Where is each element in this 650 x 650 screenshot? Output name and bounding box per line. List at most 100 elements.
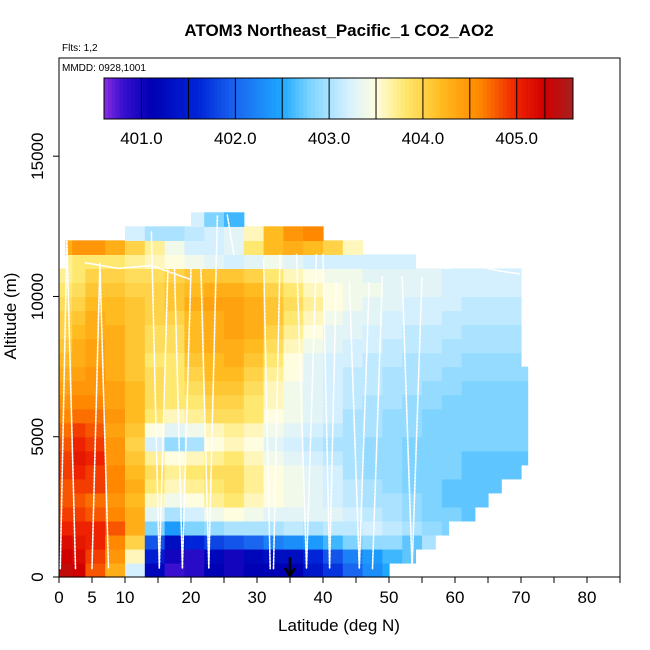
- y-axis-label: Altitude (m): [1, 273, 20, 360]
- heatmap-cell: [224, 478, 245, 494]
- heatmap-cell: [125, 226, 146, 241]
- heatmap-cell: [72, 394, 86, 410]
- heatmap-cell: [362, 478, 383, 494]
- heatmap-cell: [283, 394, 304, 410]
- heatmap-cell: [422, 478, 443, 494]
- heatmap-cell: [342, 324, 364, 340]
- heatmap-cell: [303, 240, 324, 255]
- heatmap-cell: [144, 534, 166, 550]
- heatmap-cell: [72, 478, 86, 494]
- colorbar-segment: [424, 78, 429, 119]
- heatmap-cell: [144, 324, 166, 340]
- heatmap-cell: [441, 296, 463, 312]
- x-axis-label: Latitude (deg N): [278, 616, 400, 635]
- heatmap-cell: [125, 282, 146, 298]
- heatmap-cell: [323, 562, 344, 578]
- heatmap-cell: [323, 240, 344, 255]
- colorbar-segment: [256, 78, 261, 119]
- colorbar-segment: [205, 78, 211, 119]
- heatmap-cell: [382, 422, 403, 438]
- colorbar-segment: [447, 78, 453, 119]
- heatmap-cell: [362, 366, 383, 382]
- colorbar-segment: [221, 78, 226, 119]
- heatmap-cell: [224, 282, 245, 298]
- heatmap-cell: [184, 478, 205, 494]
- heatmap-cell: [303, 226, 324, 241]
- heatmap-cell: [342, 436, 364, 452]
- heatmap-cell: [342, 408, 364, 424]
- heatmap-cell: [441, 478, 463, 494]
- colorbar-segment: [490, 78, 496, 119]
- heatmap-cell: [85, 492, 106, 508]
- heatmap-cell: [342, 450, 364, 466]
- heatmap-cell: [72, 464, 86, 480]
- heatmap-cell: [263, 422, 284, 438]
- heatmap-cell: [204, 422, 225, 438]
- heatmap-cell: [85, 562, 106, 578]
- colorbar-segment: [408, 78, 414, 119]
- heatmap-cell: [402, 422, 423, 438]
- heatmap-cell: [105, 548, 126, 564]
- heatmap-cell: [85, 352, 106, 368]
- heatmap-cell: [481, 394, 502, 410]
- heatmap-cell: [461, 492, 482, 508]
- heatmap-cell: [402, 366, 423, 382]
- colorbar-segment: [146, 78, 152, 119]
- heatmap-cell: [105, 520, 126, 536]
- heatmap-cell: [125, 464, 146, 480]
- heatmap-cell: [402, 548, 416, 564]
- heatmap-cell: [303, 394, 324, 410]
- heatmap-cell: [342, 422, 364, 438]
- heatmap-cell: [362, 422, 383, 438]
- heatmap-cell: [243, 450, 265, 466]
- heatmap-cell: [184, 338, 205, 354]
- heatmap-cell: [441, 492, 463, 508]
- heatmap-cell: [501, 366, 522, 382]
- colorbar-tick-label: 405.0: [495, 129, 538, 148]
- heatmap-cell: [382, 464, 403, 480]
- heatmap-cell: [72, 296, 86, 312]
- colorbar-tick-label: 403.0: [308, 129, 351, 148]
- heatmap-cell: [441, 422, 463, 438]
- colorbar-segment: [111, 78, 117, 119]
- heatmap-cell: [85, 366, 106, 382]
- heatmap-cell: [72, 380, 86, 396]
- y-tick-label: 5000: [28, 418, 47, 456]
- heatmap-cell: [65, 254, 73, 270]
- colorbar-segment: [397, 78, 402, 119]
- heatmap-cell: [382, 450, 403, 466]
- heatmap-cell: [481, 366, 502, 382]
- heatmap-cell: [303, 282, 324, 298]
- heatmap-cell: [263, 338, 284, 354]
- heatmap-cell: [224, 422, 245, 438]
- heatmap-cell: [72, 338, 86, 354]
- heatmap-cell: [481, 422, 502, 438]
- heatmap-cell: [144, 520, 166, 536]
- heatmap-cell: [243, 548, 265, 564]
- heatmap-cell: [144, 296, 166, 312]
- heatmap-cell: [362, 408, 383, 424]
- heatmap-cell: [461, 408, 482, 424]
- heatmap-cell: [382, 352, 403, 368]
- heatmap-cell: [422, 394, 443, 410]
- heatmap-cell: [461, 282, 482, 298]
- heatmap-cell: [224, 324, 245, 340]
- heatmap-cell: [263, 394, 284, 410]
- heatmap-cell: [204, 464, 225, 480]
- heatmap-cell: [461, 436, 482, 452]
- colorbar-segment: [123, 78, 128, 119]
- heatmap-cell: [342, 282, 364, 298]
- flight-track-line: [348, 281, 370, 569]
- heatmap-cell: [85, 338, 106, 354]
- y-tick-label: 15000: [28, 133, 47, 180]
- heatmap-cell: [125, 450, 146, 466]
- heatmap-cell: [323, 534, 344, 550]
- heatmap-cell: [243, 338, 265, 354]
- heatmap-cell: [323, 324, 344, 340]
- heatmap-cell: [362, 492, 383, 508]
- heatmap-cell: [144, 478, 166, 494]
- colorbar: [103, 77, 574, 120]
- colorbar-segment: [451, 78, 457, 119]
- heatmap-cell: [402, 268, 423, 284]
- flight-track-line: [84, 262, 192, 281]
